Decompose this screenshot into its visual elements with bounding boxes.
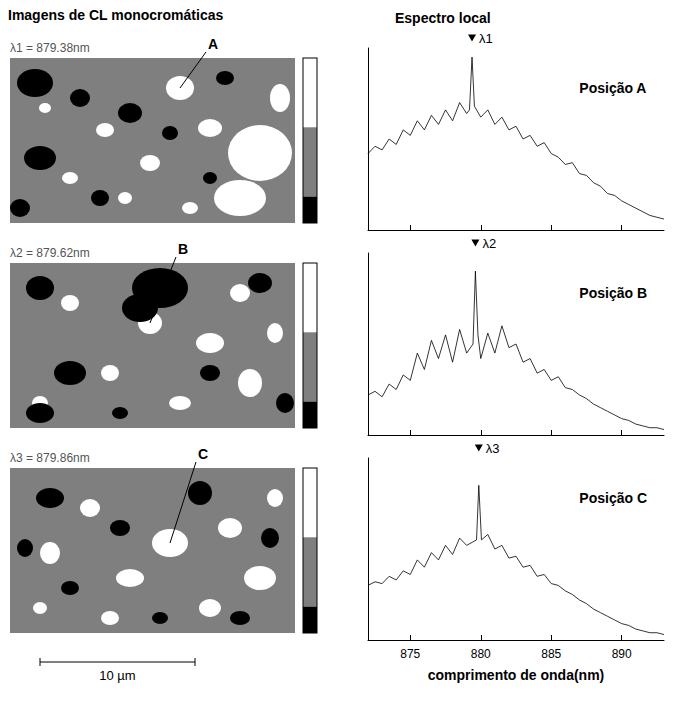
svg-text:λ1 = 879.38nm: λ1 = 879.38nm (10, 41, 90, 55)
svg-text:885: 885 (541, 647, 561, 661)
svg-text:B: B (178, 241, 188, 257)
svg-text:Imagens de CL monocromáticas: Imagens de CL monocromáticas (8, 7, 223, 23)
svg-text:880: 880 (471, 647, 491, 661)
svg-text:λ2: λ2 (482, 236, 496, 251)
svg-text:Posição A: Posição A (579, 80, 646, 96)
svg-text:Espectro local: Espectro local (395, 10, 491, 26)
svg-text:C: C (198, 446, 208, 462)
svg-text:λ2 = 879.62nm: λ2 = 879.62nm (10, 246, 90, 260)
svg-text:A: A (208, 36, 218, 52)
svg-text:λ3 = 879.86nm: λ3 = 879.86nm (10, 451, 90, 465)
svg-text:λ1: λ1 (479, 31, 493, 46)
svg-text:Posição B: Posição B (579, 285, 647, 301)
svg-text:λ3: λ3 (486, 441, 500, 456)
svg-text:875: 875 (400, 647, 420, 661)
svg-text:Posição C: Posição C (579, 490, 647, 506)
svg-text:890: 890 (612, 647, 632, 661)
svg-text:comprimento de onda(nm): comprimento de onda(nm) (428, 667, 605, 683)
svg-text:10 µm: 10 µm (99, 668, 135, 683)
